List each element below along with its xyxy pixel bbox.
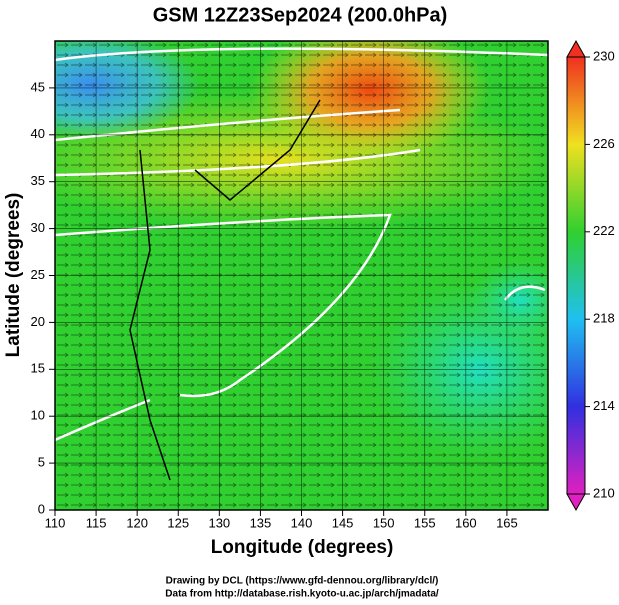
x-tick-label: 155	[414, 515, 436, 530]
x-tick-label: 145	[332, 515, 354, 530]
x-tick-label: 160	[455, 515, 477, 530]
colorbar	[566, 56, 586, 495]
y-tick-label: 15	[31, 361, 45, 376]
x-tick-label: 165	[496, 515, 518, 530]
y-tick-label: 25	[31, 267, 45, 282]
colorbar-tick-label: 230	[593, 48, 615, 63]
x-tick-label: 135	[250, 515, 272, 530]
x-tick-label: 150	[373, 515, 395, 530]
y-tick-label: 10	[31, 408, 45, 423]
x-tick-label: 140	[291, 515, 313, 530]
x-tick-label: 125	[167, 515, 189, 530]
x-tick-label: 120	[126, 515, 148, 530]
x-tick-label: 130	[208, 515, 230, 530]
colorbar-tick-label: 226	[593, 136, 615, 151]
y-axis-label: Latitude (degrees)	[3, 193, 24, 358]
colorbar-cap	[566, 493, 586, 512]
colorbar-tick-label: 210	[593, 485, 615, 500]
colorbar-tick-label: 218	[593, 311, 615, 326]
x-tick-label: 115	[86, 515, 107, 530]
credit: Drawing by DCL (https://www.gfd-dennou.o…	[166, 576, 439, 587]
map-title: GSM 12Z23Sep2024 (200.0hPa)	[153, 4, 448, 26]
credit: Data from http://database.rish.kyoto-u.a…	[165, 589, 439, 600]
y-tick-label: 5	[38, 455, 45, 470]
y-tick-label: 30	[31, 220, 45, 235]
y-tick-label: 20	[31, 314, 45, 329]
colorbar-tick-label: 222	[593, 223, 615, 238]
colorbar-cap	[566, 39, 586, 58]
y-tick-label: 45	[31, 79, 45, 94]
colorbar-tick-label: 214	[593, 398, 615, 413]
x-tick-label: 110	[45, 515, 66, 530]
y-tick-label: 35	[31, 173, 45, 188]
y-tick-label: 40	[31, 126, 45, 141]
y-tick-label: 0	[38, 501, 45, 516]
x-axis-label: Longitude (degrees)	[211, 537, 394, 558]
field	[55, 41, 548, 510]
